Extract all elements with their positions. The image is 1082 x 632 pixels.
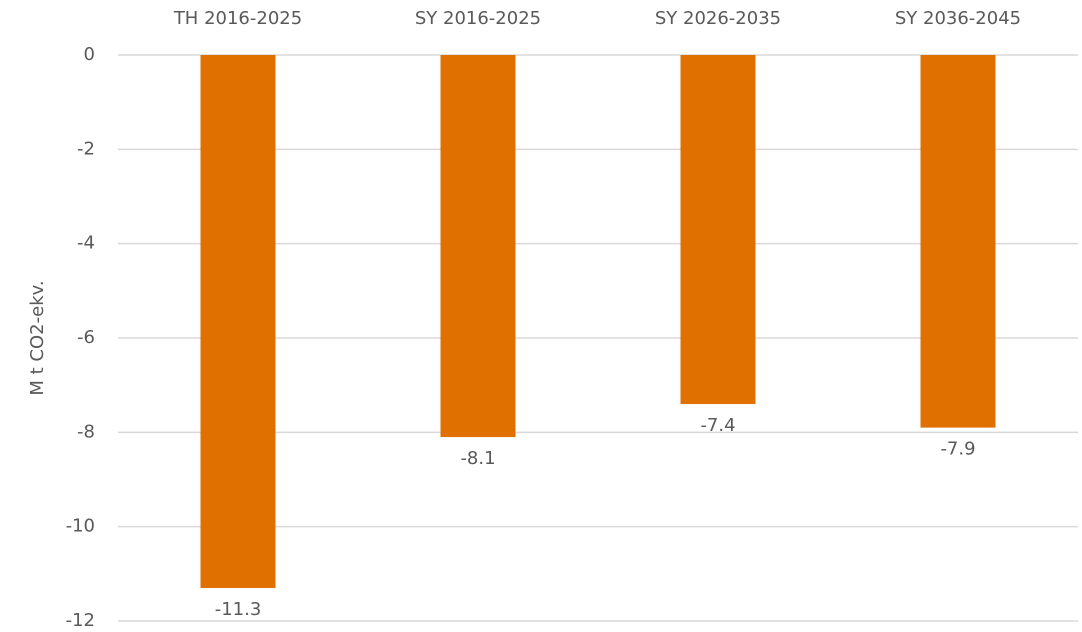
y-tick-label: -10 [66,516,95,537]
y-axis-title: M t CO2-ekv. [27,280,48,395]
x-tick-label: TH 2016-2025 [173,8,302,29]
x-tick-label: SY 2016-2025 [415,8,541,29]
data-label: -7.4 [700,415,735,436]
data-label: -7.9 [940,439,975,460]
bar [200,55,276,588]
data-label: -8.1 [460,448,495,469]
y-tick-label: -6 [77,327,95,348]
data-label: -11.3 [215,599,262,620]
y-tick-label: 0 [84,44,95,65]
x-tick-label: SY 2026-2035 [655,8,781,29]
bar [680,55,756,405]
y-tick-label: -4 [77,233,95,254]
y-tick-label: -8 [77,421,95,442]
y-tick-label: -12 [66,610,95,631]
bar [920,55,996,428]
bar [440,55,516,438]
x-tick-label: SY 2036-2045 [895,8,1021,29]
y-tick-label: -2 [77,138,95,159]
